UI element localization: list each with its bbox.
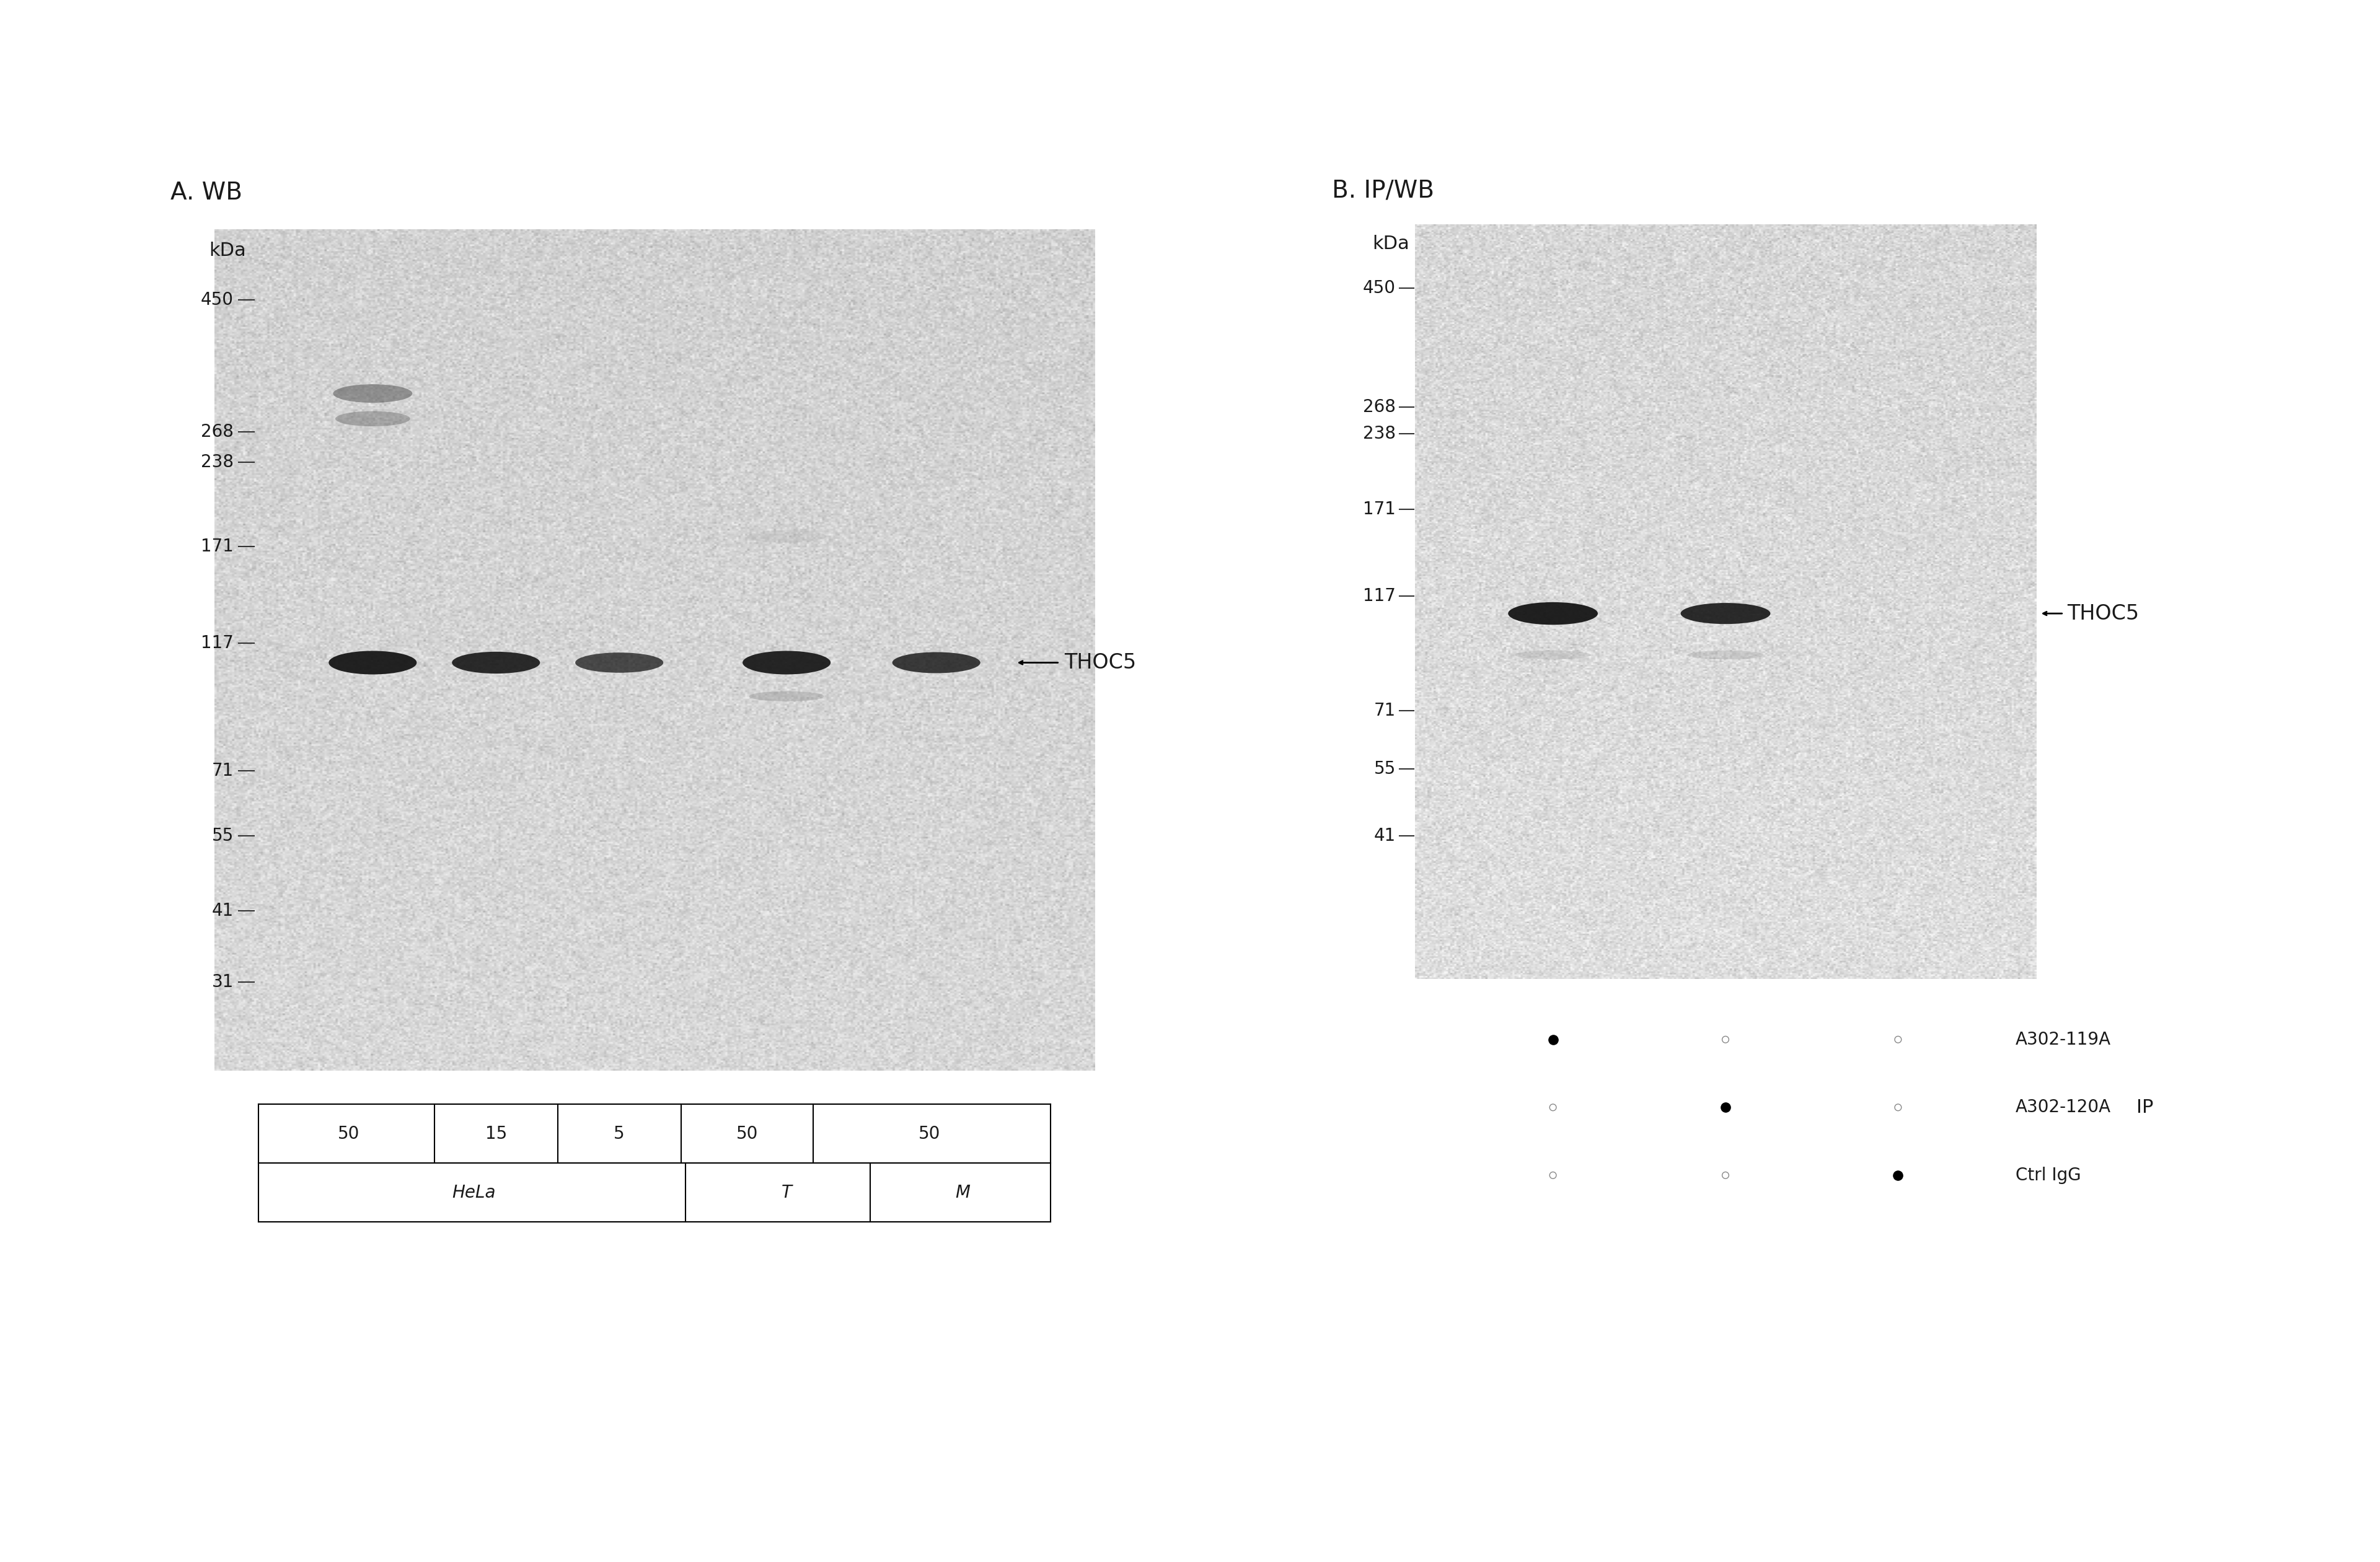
Text: 450: 450 <box>200 292 233 309</box>
Text: 50: 50 <box>919 1125 940 1142</box>
Ellipse shape <box>333 384 412 403</box>
Text: 171: 171 <box>200 537 233 556</box>
Text: 238: 238 <box>200 453 233 472</box>
Ellipse shape <box>750 692 823 701</box>
Point <box>1706 1095 1745 1120</box>
Text: M: M <box>954 1184 971 1201</box>
Text: 15: 15 <box>486 1125 507 1142</box>
Text: kDa: kDa <box>1373 234 1409 253</box>
Text: 50: 50 <box>735 1125 757 1142</box>
Text: 41: 41 <box>212 903 233 920</box>
Ellipse shape <box>747 530 826 544</box>
Text: B. IP/WB: B. IP/WB <box>1333 180 1435 203</box>
Text: 117: 117 <box>1364 587 1395 604</box>
Text: THOC5: THOC5 <box>2068 603 2140 623</box>
Point <box>1880 1028 1918 1053</box>
Point <box>1880 1162 1918 1187</box>
Text: HeLa: HeLa <box>452 1184 495 1201</box>
Point <box>1533 1028 1571 1053</box>
Text: 71: 71 <box>1373 701 1395 719</box>
Text: T: T <box>781 1184 793 1201</box>
Ellipse shape <box>1687 650 1764 659</box>
Ellipse shape <box>1516 650 1590 659</box>
Point <box>1706 1028 1745 1053</box>
Text: 31: 31 <box>212 973 233 990</box>
Text: Ctrl IgG: Ctrl IgG <box>2016 1167 2080 1184</box>
Text: 238: 238 <box>1364 425 1395 442</box>
Text: 450: 450 <box>1364 280 1395 297</box>
Text: THOC5: THOC5 <box>1064 653 1135 673</box>
Text: 55: 55 <box>212 828 233 845</box>
Ellipse shape <box>328 651 416 675</box>
Point <box>1880 1095 1918 1120</box>
Text: A302-119A: A302-119A <box>2016 1031 2111 1048</box>
Text: 268: 268 <box>1364 398 1395 415</box>
Ellipse shape <box>336 411 409 426</box>
Text: 268: 268 <box>200 423 233 440</box>
Ellipse shape <box>1680 603 1771 625</box>
Point <box>1706 1162 1745 1187</box>
Point <box>1533 1162 1571 1187</box>
Ellipse shape <box>452 651 540 673</box>
Ellipse shape <box>743 651 831 675</box>
Text: A. WB: A. WB <box>169 181 243 205</box>
Text: kDa: kDa <box>209 242 245 259</box>
Text: 171: 171 <box>1364 501 1395 519</box>
Text: 55: 55 <box>1373 761 1395 778</box>
Text: 5: 5 <box>614 1125 624 1142</box>
Text: 50: 50 <box>338 1125 359 1142</box>
Point <box>1533 1095 1571 1120</box>
Text: A302-120A: A302-120A <box>2016 1098 2111 1117</box>
Text: IP: IP <box>2137 1098 2154 1117</box>
Text: 41: 41 <box>1373 828 1395 845</box>
Text: 71: 71 <box>212 762 233 779</box>
Ellipse shape <box>892 653 981 673</box>
Text: 117: 117 <box>200 634 233 651</box>
Ellipse shape <box>576 653 664 673</box>
Ellipse shape <box>1509 603 1597 625</box>
